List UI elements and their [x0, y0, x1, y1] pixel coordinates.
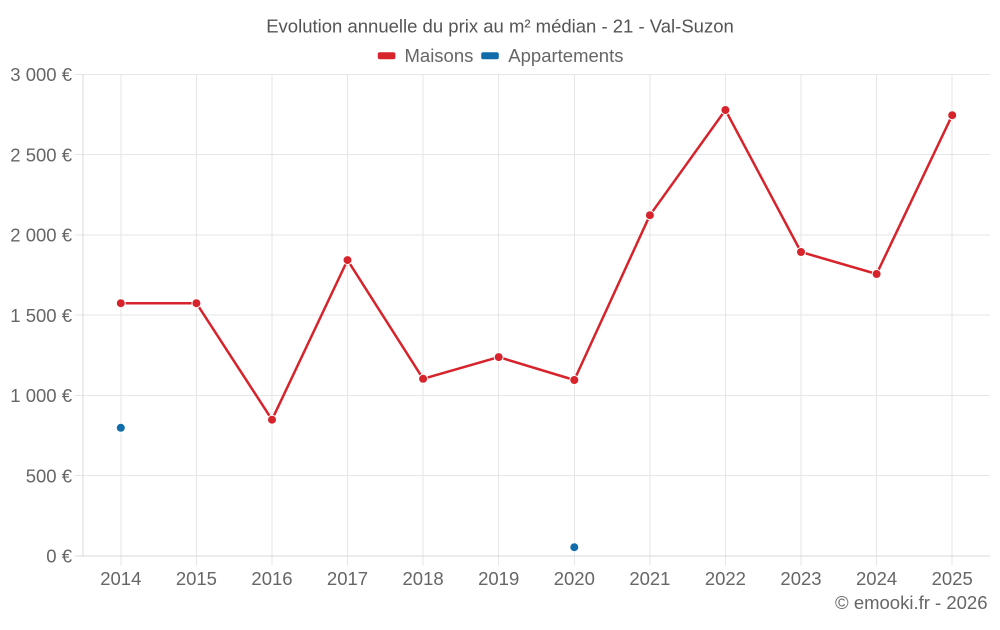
svg-text:2017: 2017 [327, 568, 368, 589]
svg-text:1 000 €: 1 000 € [10, 385, 72, 406]
svg-text:Appartements: Appartements [508, 45, 623, 66]
svg-text:0 €: 0 € [46, 546, 72, 567]
svg-text:500 €: 500 € [26, 465, 73, 486]
svg-text:2016: 2016 [251, 568, 292, 589]
svg-text:Maisons: Maisons [405, 45, 474, 66]
svg-text:2024: 2024 [856, 568, 897, 589]
svg-text:2014: 2014 [100, 568, 141, 589]
svg-text:2022: 2022 [705, 568, 746, 589]
svg-text:2015: 2015 [176, 568, 217, 589]
svg-text:2020: 2020 [554, 568, 595, 589]
svg-text:Evolution annuelle du prix au: Evolution annuelle du prix au m² médian … [266, 15, 734, 36]
svg-text:3 000 €: 3 000 € [10, 64, 72, 85]
svg-text:2 500 €: 2 500 € [10, 144, 72, 165]
svg-text:2025: 2025 [932, 568, 973, 589]
svg-text:2019: 2019 [478, 568, 519, 589]
svg-text:2023: 2023 [780, 568, 821, 589]
svg-text:2018: 2018 [403, 568, 444, 589]
svg-text:1 500 €: 1 500 € [10, 305, 72, 326]
svg-text:2 000 €: 2 000 € [10, 225, 72, 246]
svg-text:© emooki.fr - 2026: © emooki.fr - 2026 [835, 592, 987, 613]
svg-text:2021: 2021 [629, 568, 670, 589]
